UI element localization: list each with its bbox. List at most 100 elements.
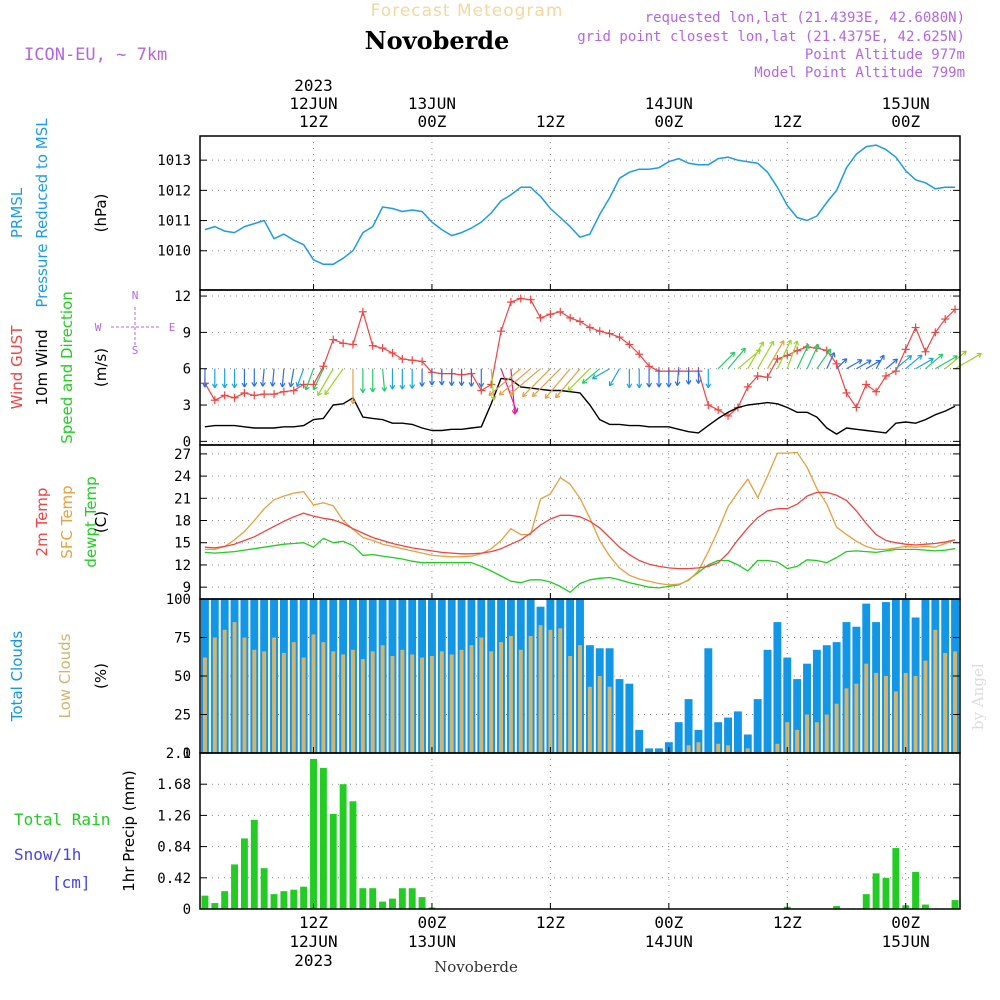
low-cloud-bar	[933, 629, 938, 753]
precip-bar	[250, 819, 258, 909]
top-time-label-4-0: 12Z	[773, 112, 802, 131]
clouds-ytick-label-3: 75	[174, 631, 191, 647]
wind-arrow-head-a	[895, 358, 898, 364]
gust-marker	[378, 344, 387, 353]
wind-arrow	[468, 368, 475, 387]
wind-arrow-head-a	[448, 381, 453, 387]
wind-arrow-head-b	[826, 348, 831, 352]
wind-arrow-head-a	[350, 399, 354, 405]
wind-arrow	[369, 368, 376, 393]
wind-arrow-shaft	[582, 368, 601, 384]
gust-marker	[872, 387, 881, 396]
wind-arrow-shaft	[271, 368, 275, 387]
low-cloud-bar	[913, 676, 918, 753]
wind-arrow	[727, 347, 746, 370]
wind-arrow-head-a	[674, 381, 678, 386]
wind-arrow-head-b	[372, 387, 376, 393]
low-cloud-bar	[331, 651, 336, 753]
gust-marker	[753, 371, 762, 380]
wind-arrow-head-b	[769, 340, 774, 345]
low-cloud-bar	[301, 657, 306, 753]
wind-arrow-head-a	[211, 383, 216, 389]
compass-rose: N S W E	[95, 289, 176, 357]
precip-bar	[882, 877, 890, 909]
wind-arrow	[925, 353, 944, 370]
total-cloud-bar	[783, 657, 792, 753]
wind-arrow	[269, 368, 276, 387]
precip-label-2: [cm]	[52, 873, 91, 892]
wind-arrow	[389, 368, 396, 390]
gust-marker	[704, 401, 713, 410]
precip-unit-label: 1hr Precip (mm)	[120, 770, 138, 891]
wind-arrow-head-a	[758, 349, 762, 355]
precip-bar	[231, 864, 238, 909]
wind-arrow-head-a	[260, 381, 264, 387]
wind-arrow-shaft	[312, 368, 324, 391]
wind-arrow	[591, 368, 610, 380]
precip-bar	[408, 888, 416, 909]
wind-arrow-head-a	[978, 353, 982, 358]
wind-arrow	[626, 368, 633, 389]
gust-marker	[576, 317, 584, 326]
wind-arrow	[509, 368, 541, 396]
wind-arrow	[875, 354, 885, 370]
wind-arrow-head-b	[431, 380, 435, 386]
wind-arrow-head-b	[214, 383, 218, 389]
gust-marker	[931, 328, 940, 337]
wind-unit-label: (m/s)	[92, 348, 110, 387]
low-cloud-bar	[745, 748, 750, 753]
frame-layer	[199, 135, 961, 910]
precip-bar	[359, 888, 367, 909]
low-cloud-bar	[321, 642, 326, 753]
wind-arrow	[488, 368, 522, 396]
info-line-2: grid point closest lon,lat (21.4375E, 42…	[577, 29, 965, 45]
gust-marker	[250, 391, 259, 400]
gust-marker	[901, 345, 910, 354]
precip-bar	[951, 900, 959, 909]
wind-arrow-head-a	[591, 374, 596, 379]
bottom-time-label-5-0: 00Z	[891, 913, 920, 932]
wind-arrow	[608, 368, 621, 387]
gust-marker	[279, 387, 288, 396]
wind-arrow-head-a	[359, 388, 364, 394]
wind-arrow-head-b	[668, 382, 672, 388]
wind-arrow-shaft	[856, 359, 872, 370]
wind-arrow	[836, 358, 848, 370]
wind-arrow	[260, 368, 266, 387]
wind-arrow	[806, 343, 820, 369]
wind-arrow	[531, 368, 561, 398]
wind-arrow-shaft	[895, 355, 912, 370]
wind-arrow-head-b	[786, 339, 792, 344]
wind-arrow-head-b	[729, 351, 735, 354]
wind-arrow-head-a	[544, 393, 547, 399]
gust-marker	[842, 388, 851, 397]
gust-marker	[398, 355, 407, 364]
gust-marker	[516, 294, 525, 303]
precip-bar	[270, 894, 278, 909]
temp-label-2: dewpt Temp	[82, 476, 100, 567]
gust-marker	[339, 339, 348, 348]
gust-marker	[220, 391, 229, 400]
bottom-time-label-0-1: 12JUN	[289, 932, 337, 951]
wind-arrow-shaft	[531, 368, 561, 397]
wind-arrow-head-b	[362, 388, 366, 394]
low-cloud-bar	[242, 637, 247, 753]
total-cloud-bar	[733, 711, 742, 753]
low-cloud-bar	[854, 683, 859, 753]
wind-arrow	[581, 368, 601, 384]
low-cloud-bar	[489, 651, 494, 753]
low-cloud-bar	[528, 635, 533, 753]
clouds-label-0: Total Clouds	[8, 631, 26, 723]
total-cloud-bar	[822, 645, 831, 753]
low-cloud-bar	[578, 645, 582, 753]
wind-ytick-label-0: 0	[183, 434, 191, 450]
gust-marker	[506, 298, 515, 307]
wind-arrow-head-a	[685, 380, 690, 385]
gust-marker	[585, 323, 594, 332]
gust-marker	[852, 403, 861, 412]
wind-arrow-shaft	[717, 351, 736, 370]
wind-arrow	[448, 368, 455, 387]
gust-marker	[368, 341, 377, 350]
wind-arrow-shaft	[499, 368, 532, 396]
wind-arrow-shaft	[289, 368, 295, 387]
